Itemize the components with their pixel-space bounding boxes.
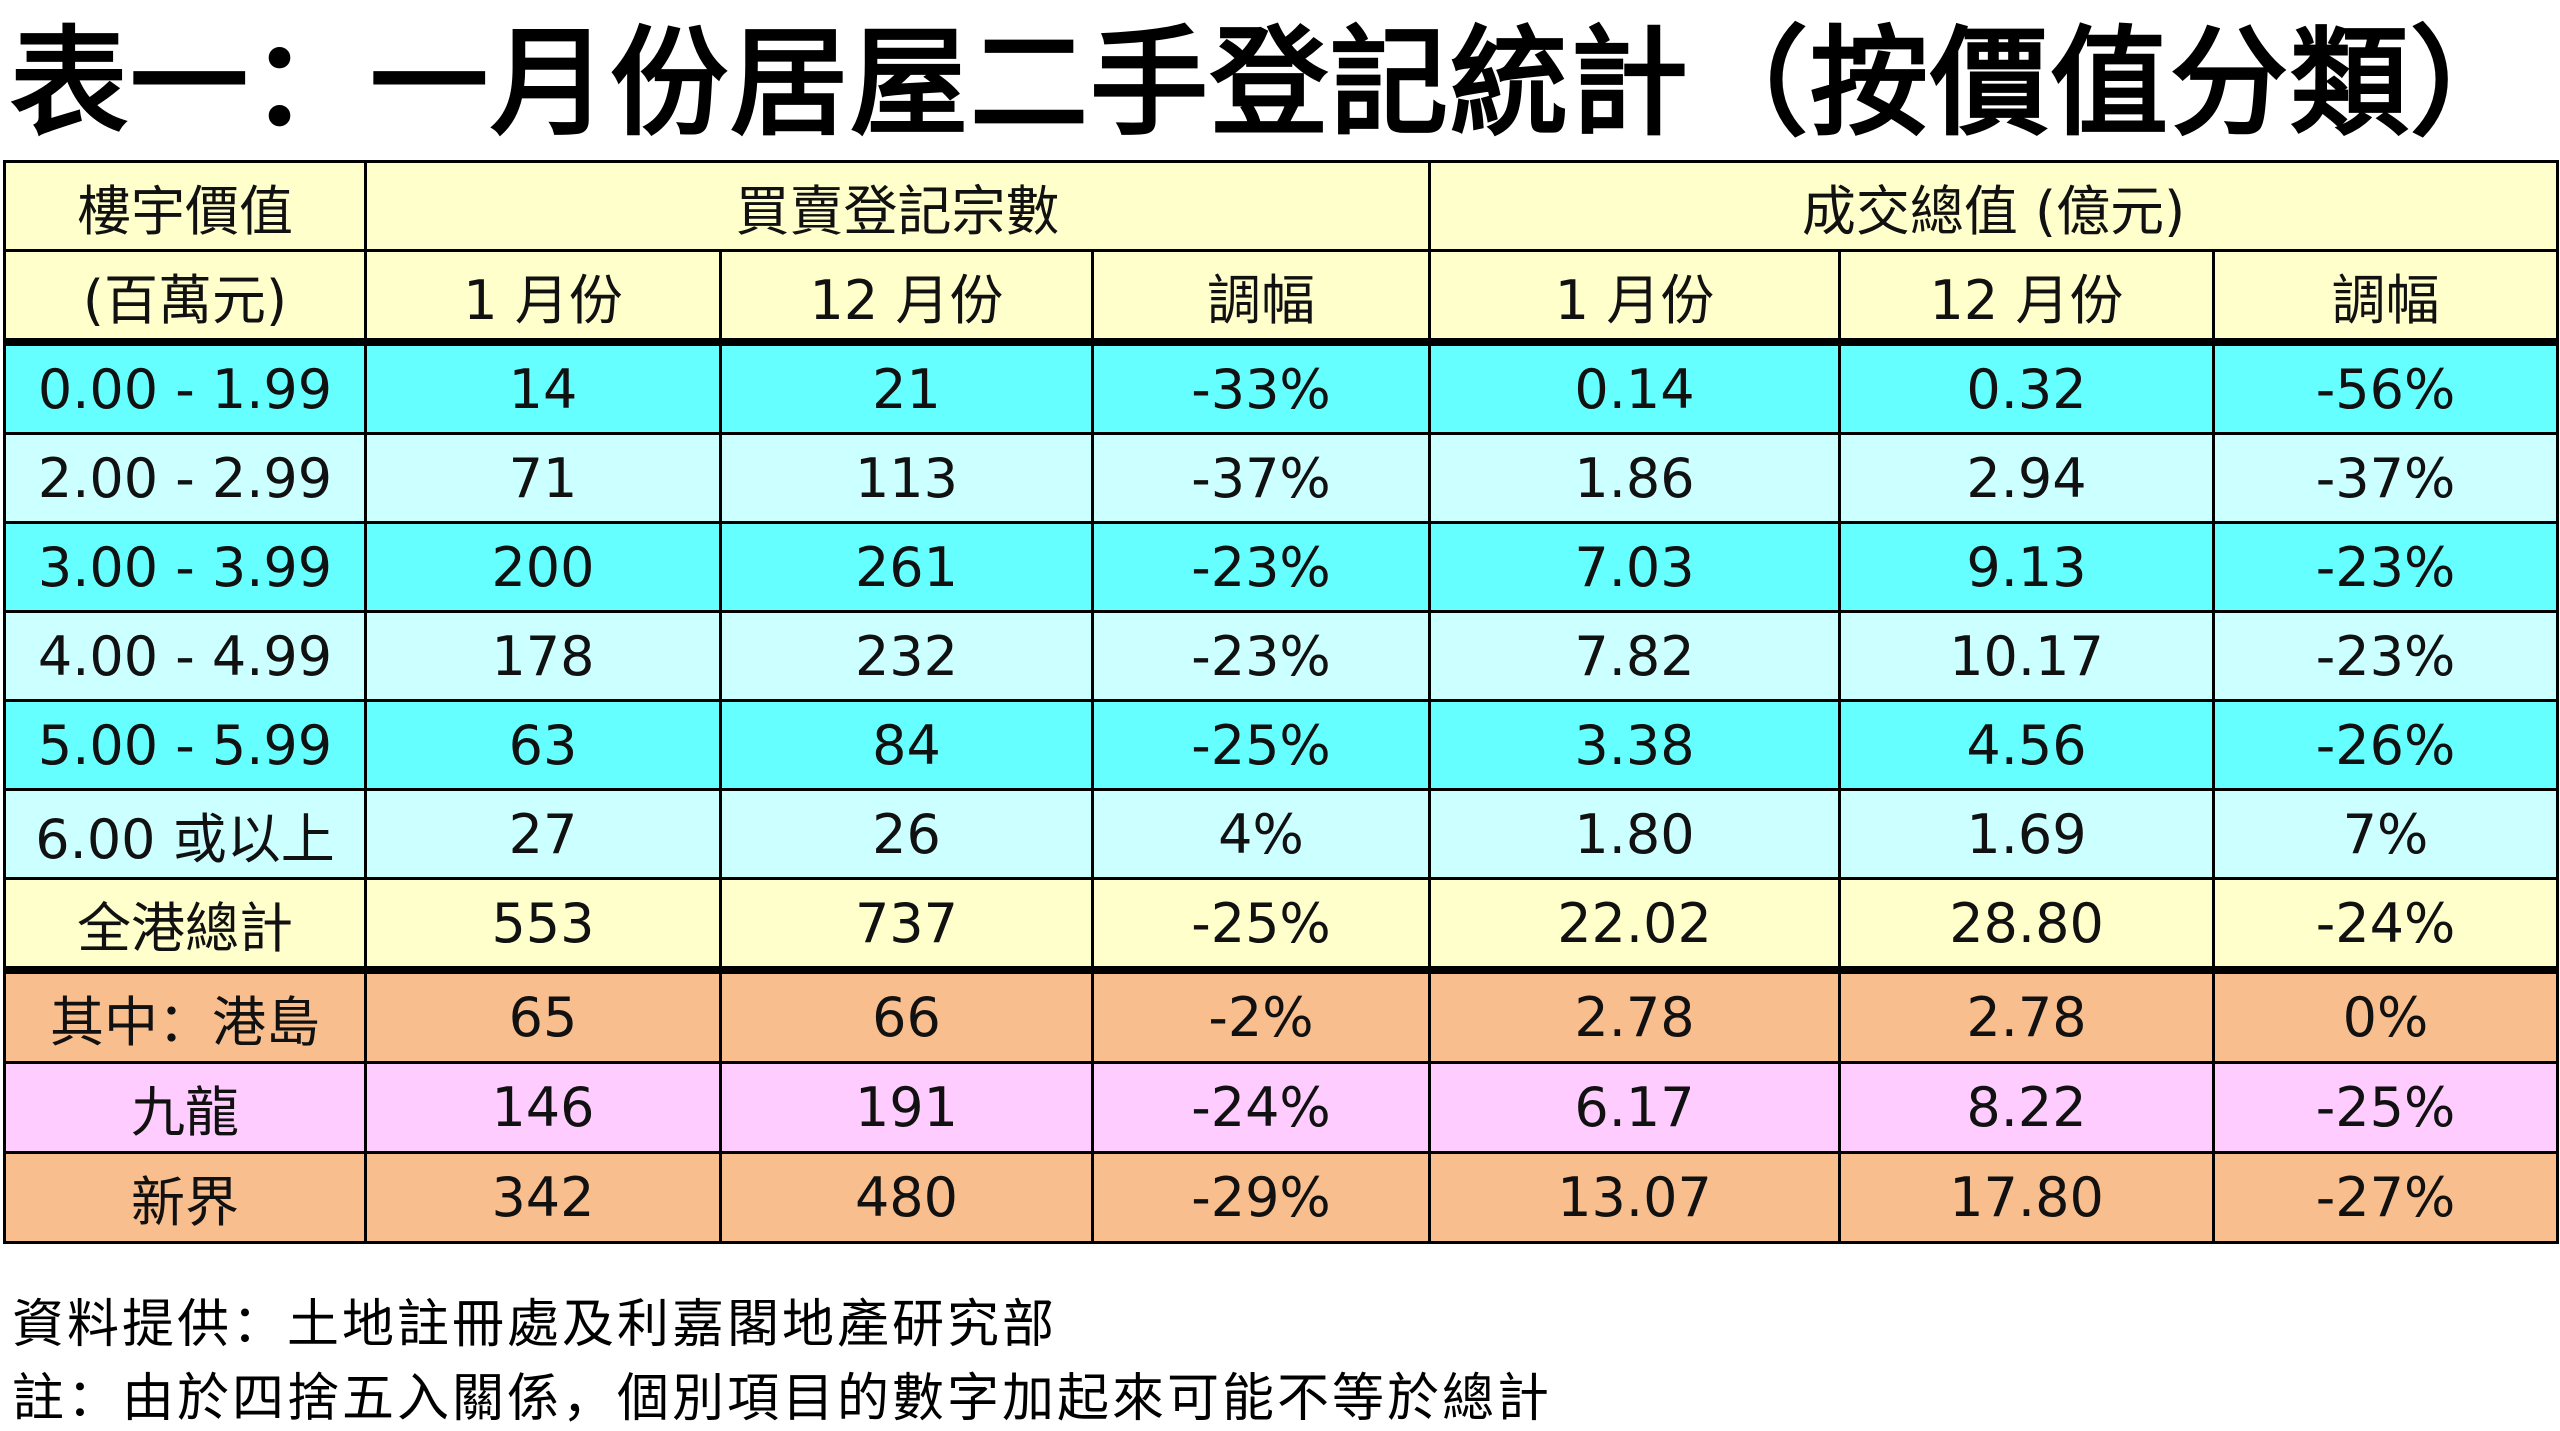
change-count: 4% bbox=[1091, 788, 1431, 880]
change-value: -23% bbox=[2211, 521, 2560, 613]
jan-value: 7.82 bbox=[1428, 610, 1841, 702]
row-label: 2.00 - 2.99 bbox=[3, 432, 367, 524]
dec-count: 737 bbox=[719, 877, 1094, 974]
jan-count: 27 bbox=[364, 788, 722, 880]
jan-count: 553 bbox=[364, 877, 722, 974]
jan-count: 342 bbox=[364, 1151, 722, 1244]
change-count: -23% bbox=[1091, 610, 1431, 702]
change-count: -33% bbox=[1091, 340, 1431, 435]
jan-value: 13.07 bbox=[1428, 1151, 1841, 1244]
header-row-2: (百萬元) 1 月份 12 月份 調幅 1 月份 12 月份 調幅 bbox=[3, 249, 2560, 346]
header-value-label: 樓宇價值 bbox=[3, 160, 367, 252]
dec-value: 2.94 bbox=[1838, 432, 2215, 524]
jan-value: 1.80 bbox=[1428, 788, 1841, 880]
change-value: -27% bbox=[2211, 1151, 2560, 1244]
jan-value: 3.38 bbox=[1428, 699, 1841, 791]
dec-value: 2.78 bbox=[1838, 968, 2215, 1064]
header-total-value-label: 成交總值 (億元) bbox=[1427, 160, 2560, 252]
table-row: 3.00 - 3.99 200 261 -23% 7.03 9.13 -23% bbox=[3, 521, 2560, 613]
row-label: 4.00 - 4.99 bbox=[3, 610, 367, 702]
change-value: -25% bbox=[2211, 1061, 2560, 1154]
table-row: 0.00 - 1.99 14 21 -33% 0.14 0.32 -56% bbox=[3, 340, 2560, 435]
dec-value: 17.80 bbox=[1838, 1151, 2215, 1244]
header-row-1: 樓宇價值 買賣登記宗數 成交總值 (億元) bbox=[3, 160, 2560, 252]
jan-count: 200 bbox=[364, 521, 722, 613]
jan-value: 1.86 bbox=[1428, 432, 1841, 524]
jan-count: 71 bbox=[364, 432, 722, 524]
table-row: 6.00 或以上 27 26 4% 1.80 1.69 7% bbox=[3, 788, 2560, 880]
dec-value: 10.17 bbox=[1838, 610, 2215, 702]
row-label: 3.00 - 3.99 bbox=[3, 521, 367, 613]
change-count: -2% bbox=[1091, 968, 1431, 1064]
change-count: -24% bbox=[1091, 1061, 1431, 1154]
dec-value: 9.13 bbox=[1838, 521, 2215, 613]
dec-value: 1.69 bbox=[1838, 788, 2215, 880]
dec-value: 8.22 bbox=[1838, 1061, 2215, 1154]
jan-count: 63 bbox=[364, 699, 722, 791]
change-value: -56% bbox=[2211, 340, 2560, 435]
jan-value: 0.14 bbox=[1428, 340, 1841, 435]
page-title: 表一：一月份居屋二手登記統計（按價值分類） bbox=[10, 14, 2531, 152]
rounding-note: 註：由於四捨五入關係，個別項目的數字加起來可能不等於總計 bbox=[12, 1369, 1553, 1429]
dec-value: 0.32 bbox=[1838, 340, 2215, 435]
dec-count: 113 bbox=[719, 432, 1094, 524]
table-row: 2.00 - 2.99 71 113 -37% 1.86 2.94 -37% bbox=[3, 432, 2560, 524]
header-jan-value: 1 月份 bbox=[1428, 249, 1841, 346]
change-value: -24% bbox=[2211, 877, 2560, 974]
source-note: 資料提供：土地註冊處及利嘉閣地產研究部 bbox=[12, 1295, 1058, 1355]
header-change-value: 調幅 bbox=[2211, 249, 2560, 346]
row-label: 全港總計 bbox=[3, 877, 367, 974]
jan-count: 178 bbox=[364, 610, 722, 702]
dec-value: 28.80 bbox=[1838, 877, 2215, 974]
dec-value: 4.56 bbox=[1838, 699, 2215, 791]
header-dec-count: 12 月份 bbox=[719, 249, 1094, 346]
header-jan-count: 1 月份 bbox=[364, 249, 722, 346]
row-label: 新界 bbox=[3, 1151, 367, 1244]
jan-value: 22.02 bbox=[1428, 877, 1841, 974]
row-label: 5.00 - 5.99 bbox=[3, 699, 367, 791]
change-count: -25% bbox=[1091, 877, 1431, 974]
dec-count: 480 bbox=[719, 1151, 1094, 1244]
jan-count: 146 bbox=[364, 1061, 722, 1154]
jan-value: 7.03 bbox=[1428, 521, 1841, 613]
dec-count: 191 bbox=[719, 1061, 1094, 1154]
region-row: 其中：港島 65 66 -2% 2.78 2.78 0% bbox=[3, 968, 2560, 1064]
header-registrations-label: 買賣登記宗數 bbox=[364, 160, 1431, 252]
jan-value: 6.17 bbox=[1428, 1061, 1841, 1154]
region-row: 九龍 146 191 -24% 6.17 8.22 -25% bbox=[3, 1061, 2560, 1154]
change-value: -37% bbox=[2211, 432, 2560, 524]
change-count: -25% bbox=[1091, 699, 1431, 791]
row-label: 其中：港島 bbox=[3, 968, 367, 1064]
table-row: 4.00 - 4.99 178 232 -23% 7.82 10.17 -23% bbox=[3, 610, 2560, 702]
change-value: 7% bbox=[2211, 788, 2560, 880]
change-count: -37% bbox=[1091, 432, 1431, 524]
jan-value: 2.78 bbox=[1428, 968, 1841, 1064]
row-label: 0.00 - 1.99 bbox=[3, 340, 367, 435]
change-value: -26% bbox=[2211, 699, 2560, 791]
row-label: 九龍 bbox=[3, 1061, 367, 1154]
region-row: 新界 342 480 -29% 13.07 17.80 -27% bbox=[3, 1151, 2560, 1244]
dec-count: 26 bbox=[719, 788, 1094, 880]
table-row: 5.00 - 5.99 63 84 -25% 3.38 4.56 -26% bbox=[3, 699, 2560, 791]
change-value: 0% bbox=[2211, 968, 2560, 1064]
jan-count: 65 bbox=[364, 968, 722, 1064]
header-change-count: 調幅 bbox=[1091, 249, 1431, 346]
change-count: -23% bbox=[1091, 521, 1431, 613]
dec-count: 261 bbox=[719, 521, 1094, 613]
header-unit-label: (百萬元) bbox=[3, 249, 367, 346]
change-value: -23% bbox=[2211, 610, 2560, 702]
statistics-table: 樓宇價值 買賣登記宗數 成交總值 (億元) (百萬元) 1 月份 12 月份 調… bbox=[3, 160, 2560, 1244]
dec-count: 66 bbox=[719, 968, 1094, 1064]
row-label: 6.00 或以上 bbox=[3, 788, 367, 880]
total-row: 全港總計 553 737 -25% 22.02 28.80 -24% bbox=[3, 877, 2560, 974]
dec-count: 21 bbox=[719, 340, 1094, 435]
change-count: -29% bbox=[1091, 1151, 1431, 1244]
jan-count: 14 bbox=[364, 340, 722, 435]
header-dec-value: 12 月份 bbox=[1838, 249, 2215, 346]
dec-count: 84 bbox=[719, 699, 1094, 791]
dec-count: 232 bbox=[719, 610, 1094, 702]
